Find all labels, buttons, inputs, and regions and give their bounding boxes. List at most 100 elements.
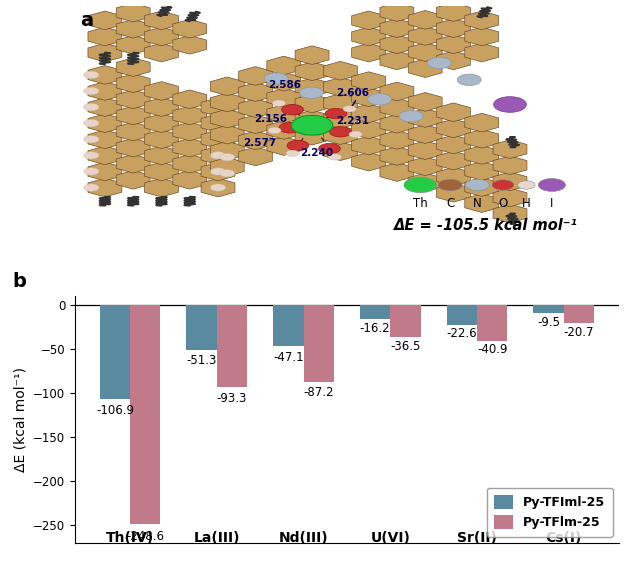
Polygon shape xyxy=(323,126,357,144)
Text: -87.2: -87.2 xyxy=(304,386,334,399)
Circle shape xyxy=(84,71,99,78)
Text: -40.9: -40.9 xyxy=(477,343,508,356)
Circle shape xyxy=(494,97,526,112)
Polygon shape xyxy=(88,162,122,181)
Polygon shape xyxy=(116,19,150,38)
Text: -20.7: -20.7 xyxy=(564,326,594,339)
Polygon shape xyxy=(352,136,386,155)
Polygon shape xyxy=(408,125,442,144)
Polygon shape xyxy=(295,126,329,145)
Text: ΔE = -105.5 kcal mol⁻¹: ΔE = -105.5 kcal mol⁻¹ xyxy=(394,218,578,232)
Circle shape xyxy=(399,110,423,122)
Circle shape xyxy=(328,154,341,160)
Circle shape xyxy=(287,140,309,151)
Polygon shape xyxy=(88,114,122,133)
Polygon shape xyxy=(88,178,122,197)
Circle shape xyxy=(343,106,356,112)
Polygon shape xyxy=(144,178,178,197)
Polygon shape xyxy=(380,19,414,37)
Bar xyxy=(217,305,247,387)
Bar xyxy=(533,305,564,313)
Bar xyxy=(360,305,390,319)
Circle shape xyxy=(349,131,362,137)
Polygon shape xyxy=(173,19,207,38)
Polygon shape xyxy=(408,59,442,78)
Polygon shape xyxy=(465,130,499,148)
Circle shape xyxy=(211,168,226,175)
Polygon shape xyxy=(116,74,150,92)
Text: -22.6: -22.6 xyxy=(446,327,477,340)
Bar xyxy=(390,305,421,337)
Polygon shape xyxy=(201,130,235,149)
Polygon shape xyxy=(173,138,207,157)
Text: -36.5: -36.5 xyxy=(390,339,421,353)
Circle shape xyxy=(368,93,391,105)
Bar xyxy=(186,305,217,350)
Polygon shape xyxy=(144,11,178,30)
Polygon shape xyxy=(493,188,527,207)
Polygon shape xyxy=(116,58,150,77)
Polygon shape xyxy=(295,110,329,129)
Circle shape xyxy=(84,152,99,159)
Polygon shape xyxy=(380,3,414,22)
Text: 2.231: 2.231 xyxy=(336,116,369,126)
Polygon shape xyxy=(323,78,357,96)
Polygon shape xyxy=(352,72,386,91)
Circle shape xyxy=(84,120,99,127)
Polygon shape xyxy=(201,98,235,116)
Polygon shape xyxy=(436,3,471,22)
Bar xyxy=(100,305,130,399)
Polygon shape xyxy=(408,141,442,159)
Polygon shape xyxy=(380,51,414,69)
Circle shape xyxy=(211,184,226,191)
Text: -47.1: -47.1 xyxy=(273,351,304,364)
Polygon shape xyxy=(173,171,207,189)
Polygon shape xyxy=(380,114,414,133)
Text: a: a xyxy=(81,11,94,30)
Circle shape xyxy=(428,57,451,69)
Polygon shape xyxy=(144,27,178,46)
Polygon shape xyxy=(144,82,178,100)
Bar xyxy=(273,305,304,346)
Text: I: I xyxy=(550,197,554,210)
Polygon shape xyxy=(144,114,178,133)
Polygon shape xyxy=(210,109,244,128)
Polygon shape xyxy=(408,92,442,111)
Circle shape xyxy=(211,152,226,159)
Polygon shape xyxy=(210,125,244,144)
Polygon shape xyxy=(465,145,499,164)
Bar xyxy=(130,305,161,524)
Polygon shape xyxy=(210,141,244,160)
Text: -16.2: -16.2 xyxy=(360,322,391,335)
Polygon shape xyxy=(267,120,301,139)
Polygon shape xyxy=(493,204,527,223)
Polygon shape xyxy=(295,94,329,113)
Polygon shape xyxy=(173,36,207,54)
Legend: Py-TFIml-25, Py-TFlm-25: Py-TFIml-25, Py-TFlm-25 xyxy=(487,488,612,537)
Polygon shape xyxy=(116,90,150,109)
Polygon shape xyxy=(352,120,386,139)
Polygon shape xyxy=(436,19,471,37)
Polygon shape xyxy=(465,178,499,196)
Bar xyxy=(447,305,477,325)
Polygon shape xyxy=(465,194,499,213)
Circle shape xyxy=(299,87,324,99)
Text: b: b xyxy=(12,272,26,291)
Polygon shape xyxy=(295,62,329,81)
Polygon shape xyxy=(116,171,150,189)
Polygon shape xyxy=(267,137,301,155)
Polygon shape xyxy=(465,162,499,180)
Circle shape xyxy=(84,103,99,111)
Polygon shape xyxy=(144,98,178,116)
Polygon shape xyxy=(210,93,244,112)
Polygon shape xyxy=(436,119,471,138)
Circle shape xyxy=(518,181,535,189)
Polygon shape xyxy=(380,82,414,101)
Circle shape xyxy=(84,135,99,143)
Text: C: C xyxy=(446,197,454,210)
Polygon shape xyxy=(144,43,178,62)
Text: 2.156: 2.156 xyxy=(254,114,288,124)
Polygon shape xyxy=(201,146,235,165)
Polygon shape xyxy=(116,154,150,173)
Circle shape xyxy=(466,179,489,191)
